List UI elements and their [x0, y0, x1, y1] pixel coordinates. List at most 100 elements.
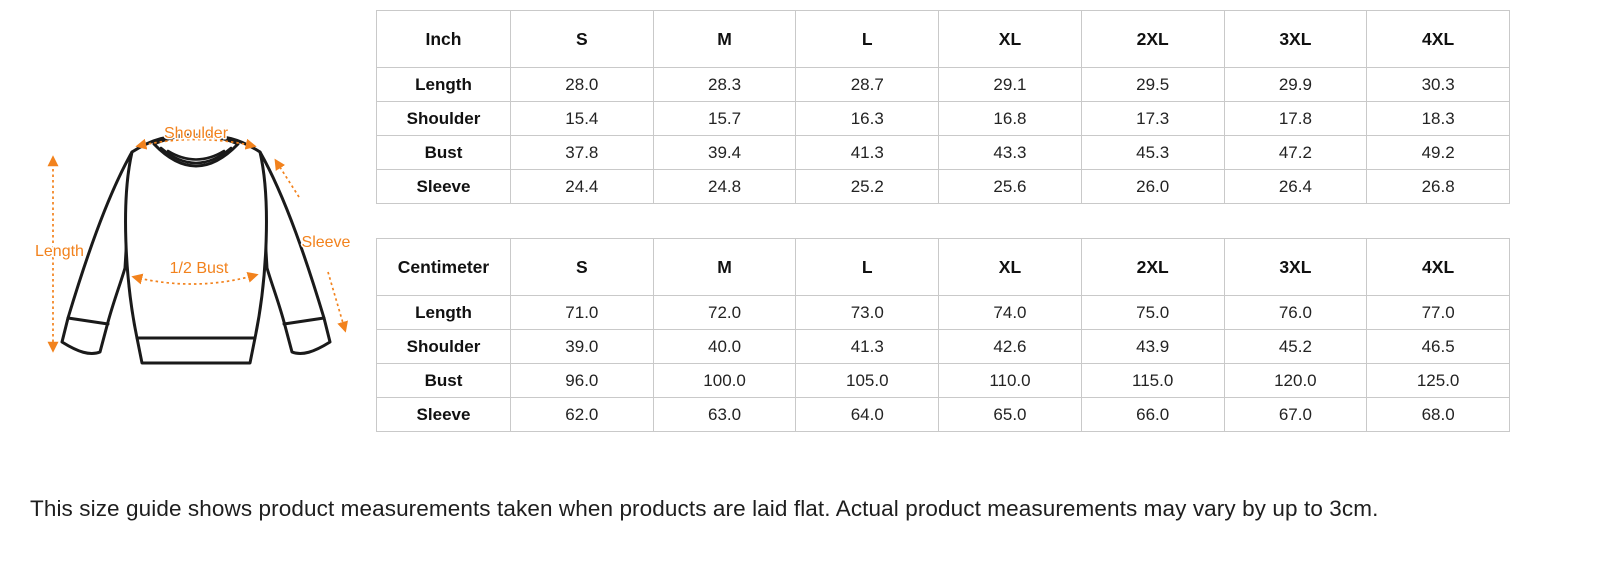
- value-cell: 105.0: [795, 363, 940, 398]
- value-cell: 29.1: [938, 67, 1082, 102]
- row-label-cell: Sleeve: [376, 397, 511, 432]
- size-header-cell: 3XL: [1223, 238, 1368, 296]
- value-cell: 39.4: [652, 135, 797, 170]
- size-header-cell: S: [510, 10, 654, 68]
- value-cell: 100.0: [652, 363, 797, 398]
- value-cell: 72.0: [652, 295, 797, 330]
- value-cell: 15.7: [652, 101, 797, 136]
- header-row: Centimeter S M L XL 2XL 3XL 4XL: [376, 238, 1510, 296]
- size-header-cell: 2XL: [1080, 10, 1225, 68]
- value-cell: 28.7: [795, 67, 940, 102]
- value-cell: 49.2: [1366, 135, 1510, 170]
- value-cell: 120.0: [1223, 363, 1368, 398]
- size-table-inch: Inch S M L XL 2XL 3XL 4XL Length 28.0 28.3 28.7 29.1…: [376, 10, 1510, 204]
- value-cell: 17.3: [1080, 101, 1225, 136]
- value-cell: 41.3: [795, 329, 940, 364]
- right-sleeve: [258, 150, 332, 356]
- size-header-cell: M: [652, 10, 797, 68]
- value-cell: 18.3: [1366, 101, 1510, 136]
- measurement-row: Length 71.0 72.0 73.0 74.0 75.0 76.0 77.0: [376, 295, 1510, 330]
- value-cell: 71.0: [510, 295, 654, 330]
- right-cuff-line: [282, 316, 326, 326]
- value-cell: 37.8: [510, 135, 654, 170]
- value-cell: 28.3: [652, 67, 797, 102]
- value-cell: 62.0: [510, 397, 654, 432]
- value-cell: 16.8: [938, 101, 1082, 136]
- size-header-cell: 4XL: [1366, 238, 1510, 296]
- left-cuff-line: [66, 316, 110, 326]
- value-cell: 29.9: [1223, 67, 1368, 102]
- value-cell: 67.0: [1223, 397, 1368, 432]
- shoulder-arrow: [135, 138, 257, 150]
- row-label-cell: Shoulder: [376, 329, 511, 364]
- size-guide-footnote: This size guide shows product measuremen…: [30, 496, 1379, 521]
- sweater-diagram-svg: Shoulder Length Sleeve 1/2 Bust: [34, 124, 352, 365]
- sleeve-label: Sleeve: [302, 234, 351, 251]
- value-cell: 110.0: [938, 363, 1082, 398]
- value-cell: 43.9: [1080, 329, 1225, 364]
- value-cell: 39.0: [510, 329, 654, 364]
- value-cell: 65.0: [938, 397, 1082, 432]
- size-header-cell: XL: [938, 10, 1082, 68]
- value-cell: 24.8: [652, 169, 797, 204]
- value-cell: 16.3: [795, 101, 940, 136]
- value-cell: 26.8: [1366, 169, 1510, 204]
- value-cell: 73.0: [795, 295, 940, 330]
- value-cell: 30.3: [1366, 67, 1510, 102]
- value-cell: 68.0: [1366, 397, 1510, 432]
- measurement-row: Sleeve 62.0 63.0 64.0 65.0 66.0 67.0 68.0: [376, 397, 1510, 432]
- row-label-cell: Shoulder: [376, 101, 511, 136]
- value-cell: 45.3: [1080, 135, 1225, 170]
- left-sleeve: [60, 150, 134, 356]
- value-cell: 76.0: [1223, 295, 1368, 330]
- row-label-cell: Bust: [376, 363, 511, 398]
- value-cell: 77.0: [1366, 295, 1510, 330]
- measurement-row: Bust 96.0 100.0 105.0 110.0 115.0 120.0 125.0: [376, 363, 1510, 398]
- sleeve-arrow-lower: [327, 271, 348, 333]
- value-cell: 66.0: [1080, 397, 1225, 432]
- value-cell: 25.6: [938, 169, 1082, 204]
- header-row: Inch S M L XL 2XL 3XL 4XL: [376, 10, 1510, 68]
- value-cell: 17.8: [1223, 101, 1368, 136]
- size-header-cell: 2XL: [1080, 238, 1225, 296]
- value-cell: 46.5: [1366, 329, 1510, 364]
- value-cell: 26.0: [1080, 169, 1225, 204]
- size-tables: Inch S M L XL 2XL 3XL 4XL Length 28.0 28.3 28.7 29.1…: [376, 10, 1510, 432]
- row-label-cell: Sleeve: [376, 169, 511, 204]
- shoulder-label: Shoulder: [164, 125, 229, 142]
- value-cell: 26.4: [1223, 169, 1368, 204]
- sleeve-arrow-upper: [274, 158, 300, 198]
- size-header-cell: S: [510, 238, 654, 296]
- value-cell: 24.4: [510, 169, 654, 204]
- value-cell: 15.4: [510, 101, 654, 136]
- value-cell: 43.3: [938, 135, 1082, 170]
- value-cell: 115.0: [1080, 363, 1225, 398]
- row-label-cell: Length: [376, 295, 511, 330]
- value-cell: 25.2: [795, 169, 940, 204]
- measurement-row: Length 28.0 28.3 28.7 29.1 29.5 29.9 30.3: [376, 67, 1510, 102]
- measurement-row: Bust 37.8 39.4 41.3 43.3 45.3 47.2 49.2: [376, 135, 1510, 170]
- value-cell: 74.0: [938, 295, 1082, 330]
- value-cell: 40.0: [652, 329, 797, 364]
- value-cell: 63.0: [652, 397, 797, 432]
- row-label-cell: Bust: [376, 135, 511, 170]
- size-header-cell: 3XL: [1223, 10, 1368, 68]
- size-header-cell: L: [795, 238, 940, 296]
- size-header-cell: 4XL: [1366, 10, 1510, 68]
- row-label-cell: Length: [376, 67, 511, 102]
- value-cell: 75.0: [1080, 295, 1225, 330]
- hem-band: [135, 336, 257, 365]
- unit-header-cell: Inch: [376, 10, 511, 68]
- measurement-row: Sleeve 24.4 24.8 25.2 25.6 26.0 26.4 26.8: [376, 169, 1510, 204]
- measurement-row: Shoulder 15.4 15.7 16.3 16.8 17.3 17.8 18.3: [376, 101, 1510, 136]
- size-header-cell: L: [795, 10, 940, 68]
- value-cell: 47.2: [1223, 135, 1368, 170]
- value-cell: 64.0: [795, 397, 940, 432]
- half-bust-label: 1/2 Bust: [170, 260, 229, 277]
- collar-rib-1: [159, 146, 233, 165]
- length-label: Length: [35, 243, 84, 260]
- value-cell: 125.0: [1366, 363, 1510, 398]
- value-cell: 42.6: [938, 329, 1082, 364]
- garment-measurement-diagram: Shoulder Length Sleeve 1/2 Bust: [18, 100, 368, 385]
